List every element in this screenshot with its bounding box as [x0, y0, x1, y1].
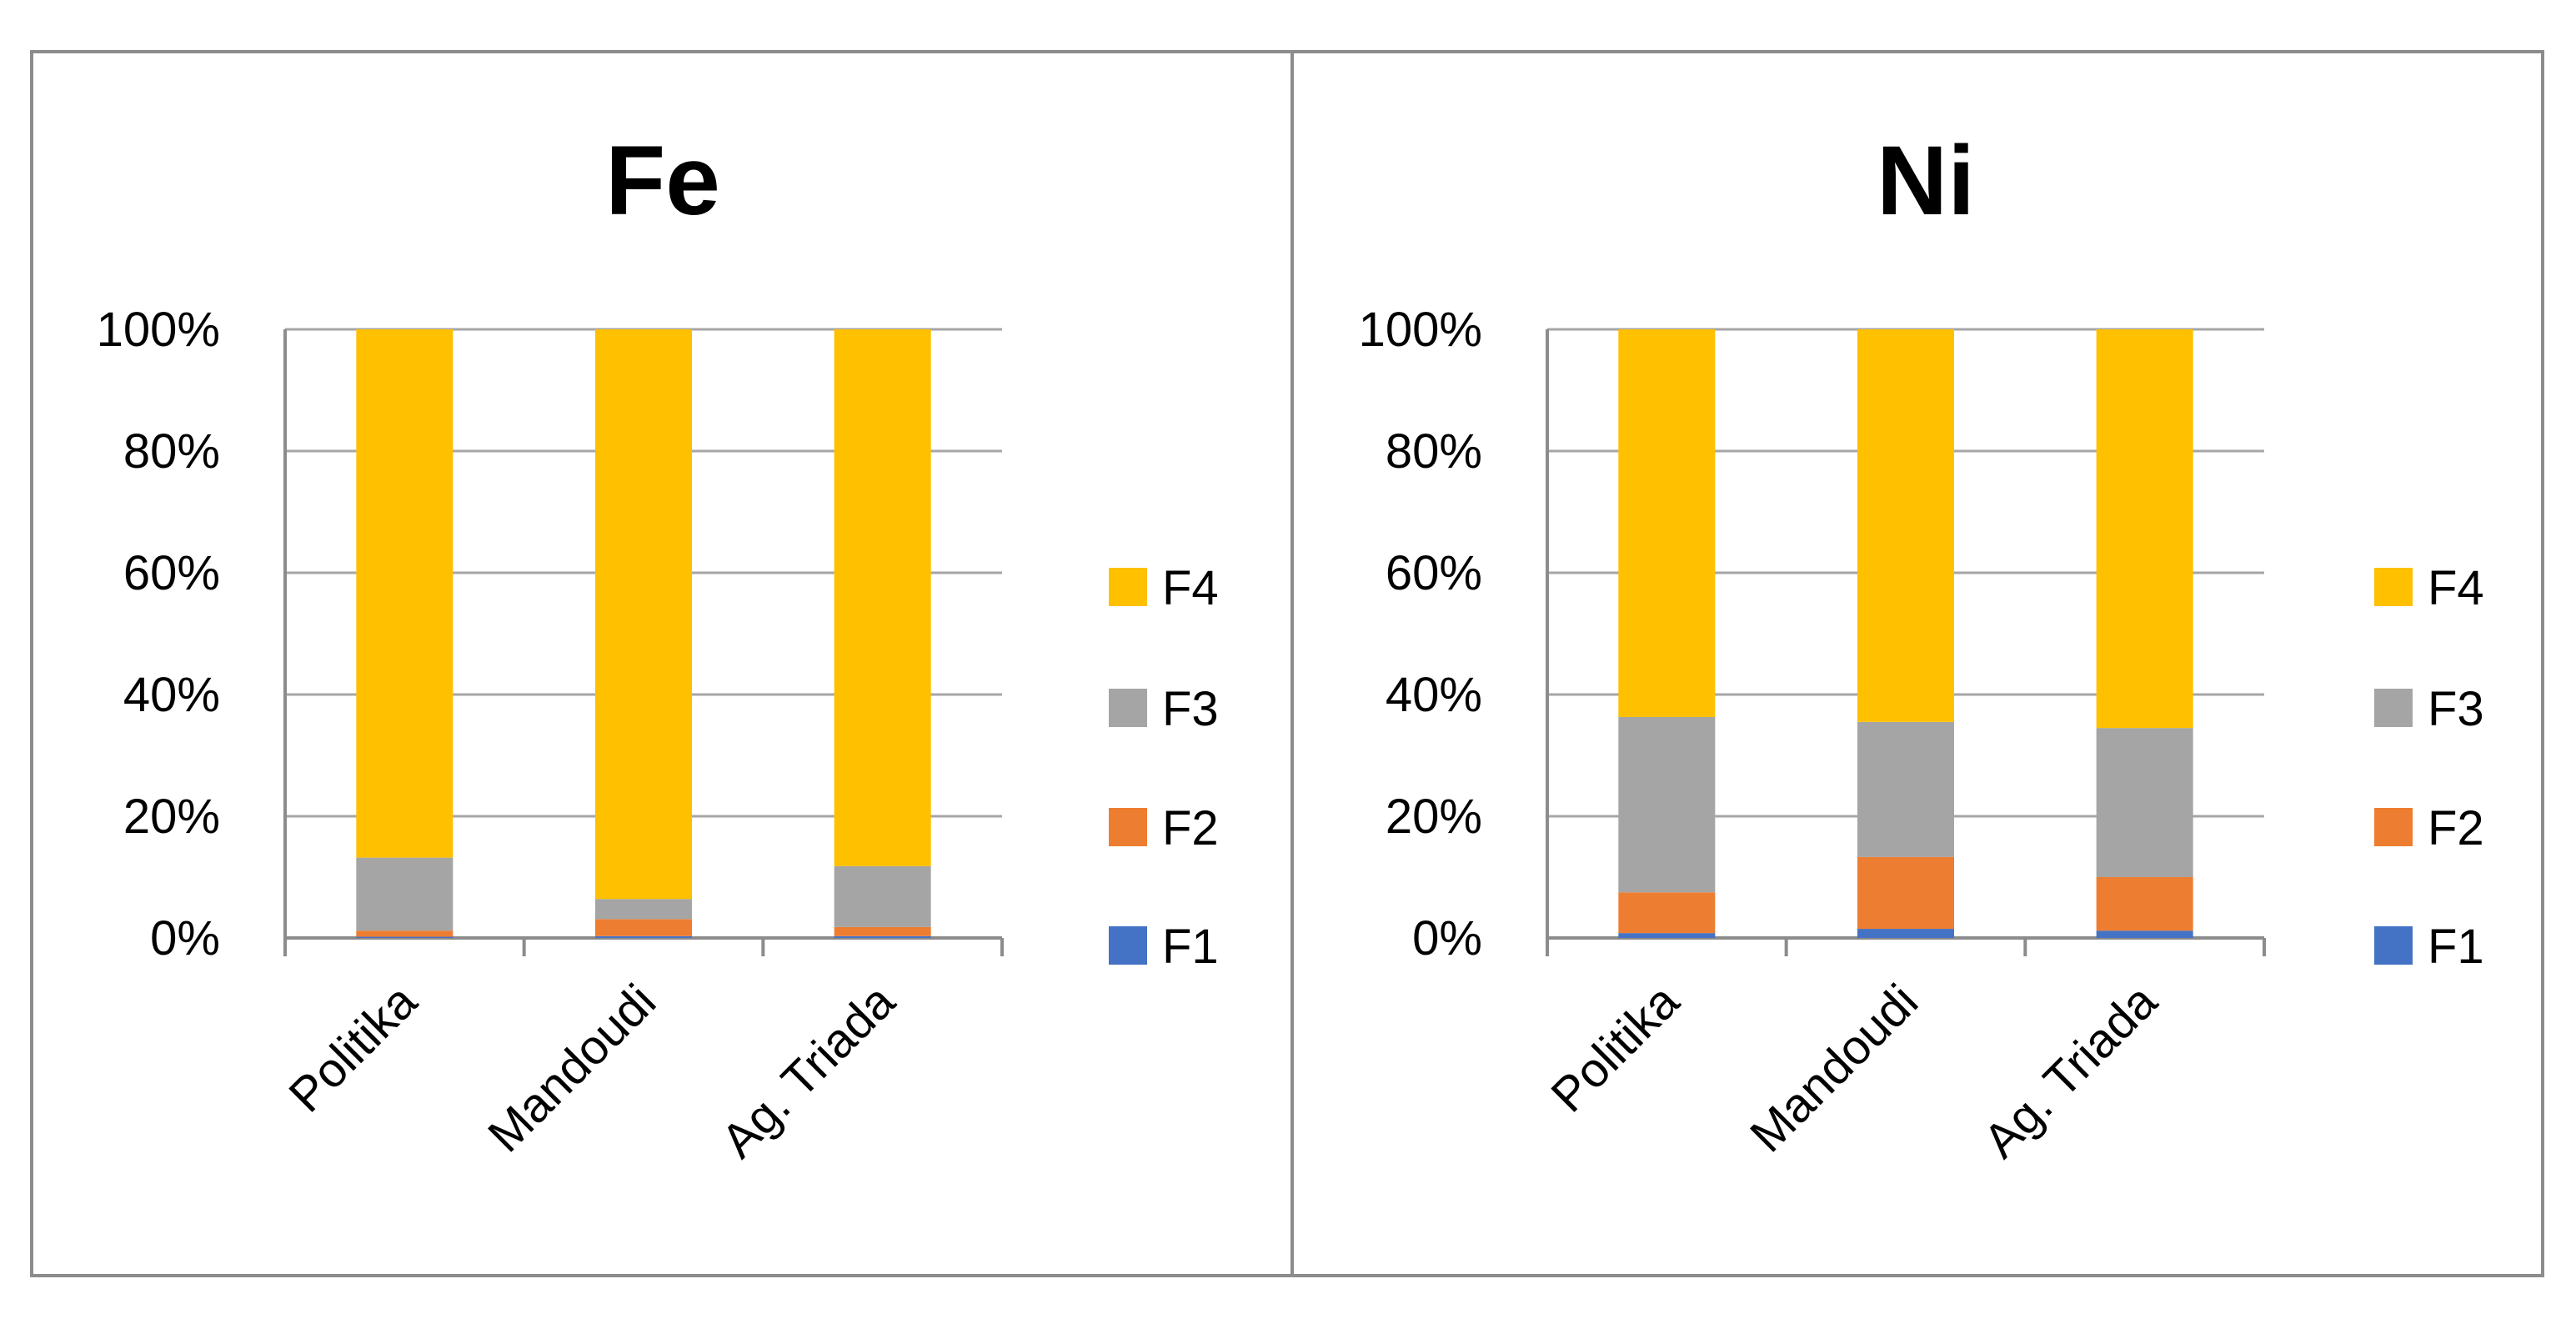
y-tick-label: 100% [1359, 303, 1482, 357]
bar-f4-ag-triada [834, 329, 931, 866]
bar-f4-mandoudi [595, 329, 692, 900]
bar-f1-politika [356, 936, 454, 938]
bar-f2-politika [1618, 892, 1716, 934]
legend-swatch-f3 [1109, 689, 1147, 727]
y-tick-label: 0% [1412, 911, 1482, 965]
bar-f2-mandoudi [595, 919, 692, 936]
bar-f1-ag-triada [834, 935, 931, 938]
y-tick-label: 80% [123, 424, 220, 479]
bar-f3-mandoudi [595, 899, 692, 920]
legend-label-f1: F1 [1162, 920, 1219, 974]
legend-label-f1: F1 [2428, 920, 2484, 974]
y-tick-label: 20% [1386, 790, 1482, 844]
bar-f2-mandoudi [1857, 856, 1954, 930]
bar-f3-politika [356, 857, 454, 931]
bar-f3-politika [1618, 717, 1716, 893]
y-tick-label: 20% [123, 790, 220, 844]
bar-f4-politika [1618, 329, 1716, 718]
bar-f3-mandoudi [1857, 721, 1954, 857]
chart-title: Ni [1877, 126, 1975, 236]
legend-label-f2: F2 [1162, 801, 1219, 855]
legend-label-f4: F4 [2428, 561, 2484, 615]
y-tick-label: 80% [1386, 424, 1482, 479]
bar-f1-mandoudi [595, 935, 692, 938]
legend-swatch-f4 [1109, 568, 1147, 606]
bar-f2-ag-triada [834, 926, 931, 936]
bar-f4-mandoudi [1857, 329, 1954, 722]
bar-f4-politika [356, 329, 454, 858]
bar-f2-ag-triada [2096, 877, 2193, 931]
legend-swatch-f1 [2374, 926, 2413, 965]
y-tick-label: 60% [123, 546, 220, 600]
legend-swatch-f2 [1109, 808, 1147, 846]
chart-title: Fe [605, 126, 720, 236]
y-tick-label: 100% [97, 303, 220, 357]
legend-swatch-f1 [1109, 926, 1147, 965]
legend-swatch-f3 [2374, 689, 2413, 727]
legend-swatch-f2 [2374, 808, 2413, 846]
bar-f1-politika [1618, 933, 1716, 938]
legend-label-f3: F3 [2428, 682, 2484, 736]
y-tick-label: 40% [123, 668, 220, 722]
legend-label-f4: F4 [1162, 561, 1219, 615]
y-tick-label: 40% [1386, 668, 1482, 722]
legend-label-f3: F3 [1162, 682, 1219, 736]
bar-f1-ag-triada [2096, 930, 2193, 938]
legend-label-f2: F2 [2428, 801, 2484, 855]
bar-f3-ag-triada [2096, 728, 2193, 877]
bar-f2-politika [356, 930, 454, 937]
bar-f1-mandoudi [1857, 929, 1954, 938]
bar-f3-ag-triada [834, 865, 931, 927]
y-tick-label: 60% [1386, 546, 1482, 600]
y-tick-label: 0% [150, 911, 220, 965]
bar-f4-ag-triada [2096, 329, 2193, 729]
legend-swatch-f4 [2374, 568, 2413, 606]
